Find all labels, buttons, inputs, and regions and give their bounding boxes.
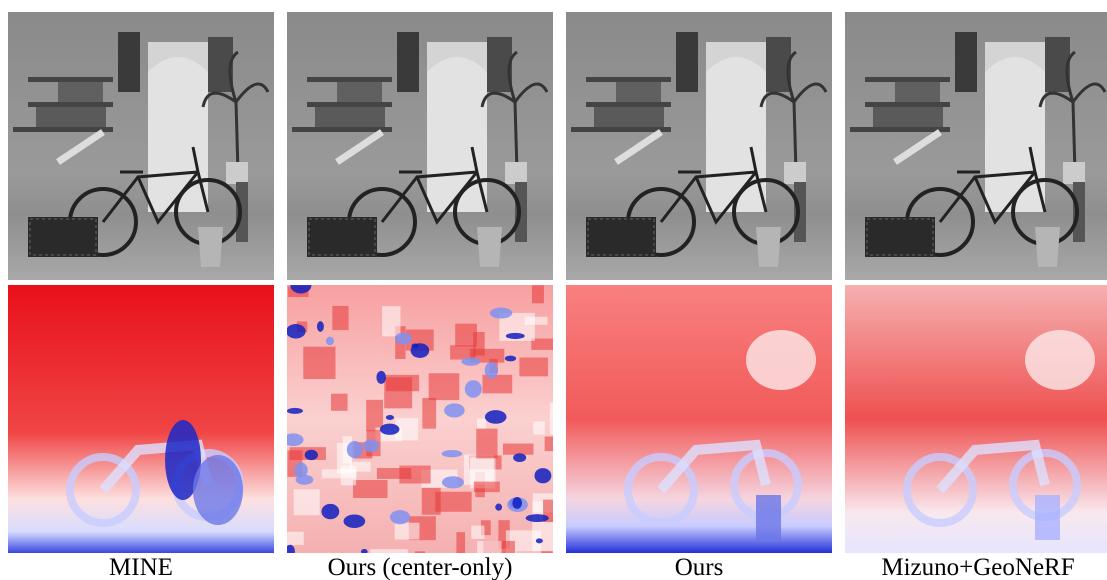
blob bbox=[317, 321, 324, 332]
map-bg bbox=[566, 285, 832, 553]
blob bbox=[321, 504, 339, 519]
blob bbox=[512, 497, 522, 509]
blob bbox=[380, 424, 400, 435]
depth-map bbox=[845, 285, 1107, 553]
blob bbox=[283, 433, 304, 446]
patch bbox=[303, 347, 335, 379]
blob bbox=[285, 545, 295, 558]
blob bbox=[442, 476, 464, 488]
blob bbox=[746, 330, 816, 390]
patch bbox=[519, 358, 548, 377]
blob bbox=[305, 450, 318, 460]
blob bbox=[444, 403, 465, 417]
blob bbox=[505, 356, 516, 362]
blob bbox=[536, 538, 543, 543]
patch bbox=[471, 526, 484, 539]
caption: MINE bbox=[109, 554, 173, 580]
blob bbox=[461, 357, 480, 366]
blob bbox=[363, 439, 379, 452]
rgb-image bbox=[287, 12, 553, 280]
blob bbox=[506, 333, 525, 339]
patch bbox=[384, 377, 412, 408]
blob bbox=[386, 415, 394, 420]
blob bbox=[347, 441, 363, 458]
column: Ours (center-only) bbox=[283, 12, 573, 580]
patch bbox=[422, 398, 436, 429]
patch bbox=[533, 421, 545, 434]
blob bbox=[296, 475, 314, 485]
blob bbox=[193, 455, 243, 525]
depth-map bbox=[566, 285, 832, 553]
blob bbox=[286, 324, 306, 339]
blob bbox=[485, 410, 507, 424]
patch bbox=[429, 373, 460, 400]
patch bbox=[476, 429, 497, 459]
blob bbox=[287, 408, 303, 414]
patch bbox=[503, 444, 534, 455]
patch bbox=[531, 338, 558, 349]
blob bbox=[1035, 495, 1060, 540]
column: Mizuno+GeoNeRF bbox=[845, 12, 1107, 580]
blob bbox=[344, 515, 366, 528]
patch bbox=[377, 468, 411, 479]
blob bbox=[1025, 330, 1095, 390]
columns: MINE Ours (center-only) Ours Mizuno+GeoNeRF bbox=[8, 12, 1107, 580]
column: MINE bbox=[8, 12, 274, 580]
depth-map bbox=[283, 277, 573, 578]
blob bbox=[390, 510, 410, 524]
blob bbox=[395, 332, 412, 344]
blob bbox=[442, 450, 463, 457]
patch bbox=[422, 488, 441, 515]
blob bbox=[756, 495, 781, 540]
caption: Ours bbox=[675, 554, 724, 580]
blob bbox=[534, 468, 551, 483]
blob bbox=[495, 504, 502, 511]
blob bbox=[513, 453, 526, 462]
patch bbox=[474, 482, 500, 493]
patch bbox=[477, 419, 486, 430]
patch bbox=[464, 455, 494, 485]
patch bbox=[366, 400, 383, 431]
page: MINE Ours (center-only) Ours Mizuno+GeoNeRF… bbox=[0, 0, 1107, 580]
column: Ours bbox=[566, 12, 832, 580]
rgb-image bbox=[8, 12, 274, 280]
patch bbox=[482, 375, 512, 394]
patch bbox=[516, 551, 553, 578]
patch bbox=[435, 492, 471, 512]
depth-map bbox=[8, 285, 274, 553]
blob bbox=[490, 308, 513, 319]
patch bbox=[532, 285, 544, 303]
rgb-image bbox=[566, 12, 832, 280]
blob bbox=[485, 362, 498, 379]
patch bbox=[395, 523, 420, 540]
figure: MINE Ours (center-only) Ours Mizuno+GeoNeRF bbox=[0, 0, 1107, 580]
blob bbox=[326, 337, 334, 346]
patch bbox=[294, 489, 320, 515]
blob bbox=[526, 514, 549, 522]
blob bbox=[376, 371, 386, 384]
patch bbox=[353, 480, 387, 498]
blob bbox=[465, 380, 482, 398]
caption: Mizuno+GeoNeRF bbox=[881, 554, 1074, 580]
patch bbox=[287, 532, 304, 545]
rgb-image bbox=[845, 12, 1107, 280]
patch bbox=[332, 306, 348, 330]
patch bbox=[331, 394, 348, 411]
caption: Ours (center-only) bbox=[328, 554, 513, 580]
patch bbox=[382, 306, 400, 336]
blob bbox=[411, 343, 430, 358]
